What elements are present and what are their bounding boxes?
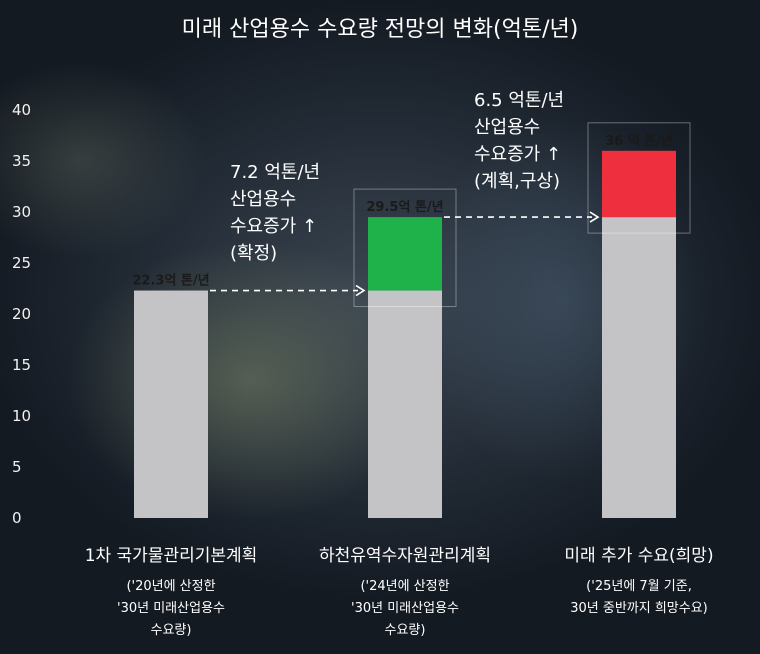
x-category-note: ('25년에 7월 기준, — [586, 579, 692, 594]
bar-increment — [602, 150, 676, 218]
x-category-note: 수요량) — [385, 623, 426, 638]
annotations: 7.2 억톤/년 산업용수 수요증가 ↑ (확정)6.5 억톤/년 산업용수 수요증가 ↑… — [230, 90, 564, 264]
y-tick-label: 25 — [12, 254, 31, 272]
annotation-line: 산업용수 — [474, 117, 540, 138]
increment-highlight-box — [353, 188, 457, 308]
arrow-right-icon — [589, 211, 600, 223]
x-category-label: 1차 국가물관리기본계획 — [85, 546, 258, 566]
x-category-note: 30년 중반까지 희망수요) — [570, 601, 708, 616]
chart-title: 미래 산업용수 수요량 전망의 변화(억톤/년) — [182, 17, 579, 42]
x-category-note: ('20년에 산정한 — [126, 579, 215, 594]
bar-value-label: 36 억 톤/년 — [605, 134, 673, 149]
x-category-note: ('24년에 산정한 — [360, 579, 449, 594]
bar-value-label: 29.5억 톤/년 — [366, 200, 443, 215]
x-category-note: '30년 미래산업용수 — [351, 601, 459, 616]
bar-base — [368, 290, 442, 518]
annotation-line: 7.2 억톤/년 — [230, 162, 320, 183]
bar-base — [602, 217, 676, 518]
connectors — [210, 211, 600, 297]
x-category-note: '30년 미래산업용수 — [117, 601, 225, 616]
annotation-line: 6.5 억톤/년 — [474, 90, 564, 111]
y-tick-label: 5 — [12, 458, 22, 476]
bar-value-label: 22.3억 톤/년 — [132, 274, 209, 289]
bars — [134, 122, 691, 518]
arrow-right-icon — [355, 284, 366, 297]
x-category-label: 미래 추가 수요(희망) — [564, 546, 713, 566]
annotation-line: 수요증가 ↑ — [474, 144, 561, 165]
annotation-line: 수요증가 ↑ — [230, 216, 317, 237]
x-category-note: 수요량) — [151, 623, 192, 638]
bar-base — [134, 290, 208, 518]
data-labels: 22.3억 톤/년 29.5억 톤/년 36 억 톤/년 — [132, 134, 673, 289]
increment-highlight-box — [587, 122, 691, 234]
y-tick-label: 10 — [12, 407, 31, 425]
annotation-line: 산업용수 — [230, 189, 296, 210]
y-tick-label: 0 — [12, 509, 22, 527]
bar-increment — [368, 217, 442, 291]
y-tick-label: 30 — [12, 203, 31, 221]
y-tick-label: 20 — [12, 305, 31, 323]
y-tick-label: 15 — [12, 356, 31, 374]
y-tick-label: 40 — [12, 101, 31, 119]
annotation-line: (계획,구상) — [474, 171, 560, 192]
annotation-line: (확정) — [230, 243, 277, 264]
y-tick-label: 35 — [12, 152, 31, 170]
y-axis: 0 5 10 15 20 25 30 35 40 — [12, 101, 31, 527]
x-category-label: 하천유역수자원관리계획 — [319, 546, 491, 566]
